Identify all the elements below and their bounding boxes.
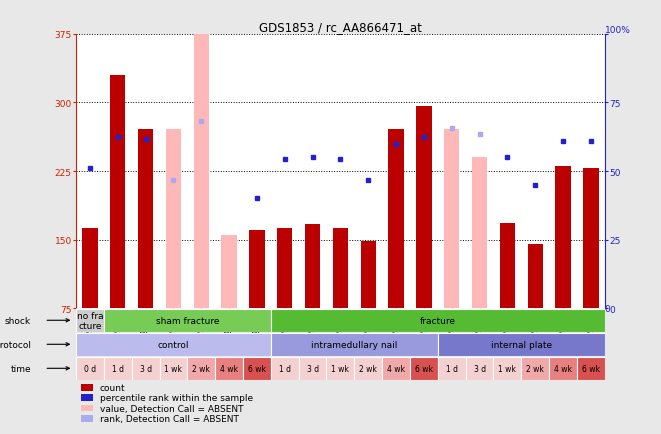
- Text: intramedullary nail: intramedullary nail: [311, 340, 397, 349]
- Bar: [410, 357, 438, 380]
- Bar: [76, 357, 104, 380]
- Text: 6 wk: 6 wk: [582, 364, 600, 373]
- Bar: [583, 169, 599, 309]
- Bar: [527, 245, 543, 309]
- Text: 1 wk: 1 wk: [498, 364, 516, 373]
- Bar: [249, 231, 264, 309]
- Text: percentile rank within the sample: percentile rank within the sample: [100, 393, 253, 402]
- Bar: [438, 333, 605, 356]
- Text: 3 d: 3 d: [307, 364, 319, 373]
- Bar: [382, 357, 410, 380]
- Text: 1 wk: 1 wk: [331, 364, 350, 373]
- Bar: [438, 357, 465, 380]
- Text: 1 wk: 1 wk: [165, 364, 182, 373]
- Text: fracture: fracture: [420, 316, 456, 325]
- Text: 4 wk: 4 wk: [554, 364, 572, 373]
- Text: count: count: [100, 383, 126, 392]
- Text: time: time: [11, 364, 31, 373]
- Bar: [277, 228, 292, 309]
- Bar: [138, 130, 153, 309]
- Bar: [305, 224, 320, 309]
- Text: shock: shock: [5, 316, 31, 325]
- Text: control: control: [158, 340, 189, 349]
- Text: 100%: 100%: [605, 26, 631, 35]
- Text: 4 wk: 4 wk: [387, 364, 405, 373]
- Text: no fra
cture: no fra cture: [77, 311, 103, 330]
- Bar: [444, 130, 459, 309]
- Bar: [271, 333, 438, 356]
- Text: 2 wk: 2 wk: [360, 364, 377, 373]
- Bar: [81, 405, 93, 411]
- Bar: [76, 309, 104, 332]
- Bar: [327, 357, 354, 380]
- Bar: [549, 357, 577, 380]
- Bar: [82, 228, 98, 309]
- Bar: [187, 357, 215, 380]
- Text: sham fracture: sham fracture: [155, 316, 219, 325]
- Text: 2 wk: 2 wk: [526, 364, 544, 373]
- Bar: [166, 130, 181, 309]
- Bar: [416, 107, 432, 309]
- Text: 1 d: 1 d: [279, 364, 291, 373]
- Text: 3 d: 3 d: [139, 364, 151, 373]
- Bar: [110, 76, 126, 309]
- Bar: [221, 236, 237, 309]
- Bar: [389, 130, 404, 309]
- Text: 6 wk: 6 wk: [248, 364, 266, 373]
- Bar: [522, 357, 549, 380]
- Bar: [465, 357, 494, 380]
- Bar: [299, 357, 327, 380]
- Bar: [361, 242, 376, 309]
- Bar: [81, 384, 93, 391]
- Bar: [332, 228, 348, 309]
- Text: value, Detection Call = ABSENT: value, Detection Call = ABSENT: [100, 404, 243, 413]
- Text: 0: 0: [605, 304, 611, 313]
- Bar: [104, 309, 271, 332]
- Text: 1 d: 1 d: [112, 364, 124, 373]
- Title: GDS1853 / rc_AA866471_at: GDS1853 / rc_AA866471_at: [259, 20, 422, 33]
- Bar: [354, 357, 382, 380]
- Text: 3 d: 3 d: [473, 364, 486, 373]
- Bar: [271, 357, 299, 380]
- Bar: [500, 224, 515, 309]
- Bar: [494, 357, 522, 380]
- Text: 4 wk: 4 wk: [220, 364, 238, 373]
- Bar: [132, 357, 159, 380]
- Bar: [243, 357, 271, 380]
- Text: rank, Detection Call = ABSENT: rank, Detection Call = ABSENT: [100, 414, 239, 423]
- Bar: [577, 357, 605, 380]
- Bar: [81, 415, 93, 422]
- Bar: [472, 158, 487, 309]
- Bar: [81, 395, 93, 401]
- Bar: [194, 35, 209, 309]
- Text: 0 d: 0 d: [84, 364, 96, 373]
- Bar: [271, 309, 605, 332]
- Bar: [555, 167, 570, 309]
- Bar: [215, 357, 243, 380]
- Text: 6 wk: 6 wk: [415, 364, 433, 373]
- Bar: [104, 357, 132, 380]
- Bar: [76, 333, 271, 356]
- Text: 2 wk: 2 wk: [192, 364, 210, 373]
- Bar: [159, 357, 187, 380]
- Text: internal plate: internal plate: [490, 340, 552, 349]
- Text: 1 d: 1 d: [446, 364, 457, 373]
- Text: protocol: protocol: [0, 340, 31, 349]
